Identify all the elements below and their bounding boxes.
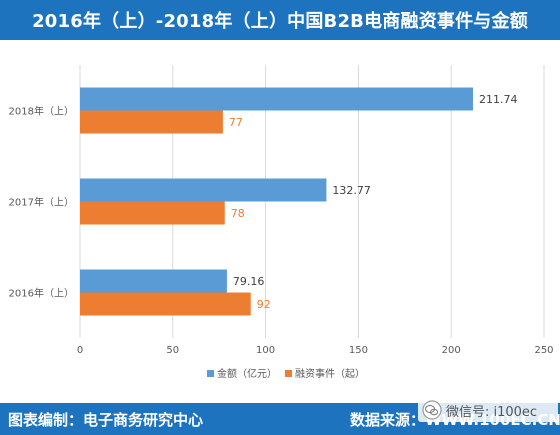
y-category-label: 2016年（上） — [9, 287, 74, 300]
bar-chart: 0 50 100 150 200 250 2018年（上） 211.74 77 2017年（上） 1… — [9, 65, 554, 380]
data-label: 132.77 — [332, 184, 371, 197]
data-label: 211.74 — [479, 93, 518, 106]
y-category-label: 2017年（上） — [9, 196, 74, 209]
legend-swatch — [207, 370, 214, 377]
bar — [80, 87, 473, 111]
bar — [80, 110, 223, 134]
title-banner: 2016年（上）-2018年（上）中国B2B电商融资事件与金额 — [0, 0, 560, 40]
x-tick-label: 200 — [442, 345, 461, 356]
bar — [80, 292, 251, 316]
legend-label: 融资事件（起） — [295, 367, 365, 380]
x-tick-label: 50 — [166, 345, 179, 356]
chart-title: 2016年（上）-2018年（上）中国B2B电商融资事件与金额 — [32, 11, 528, 32]
x-tick-label: 0 — [77, 345, 83, 356]
bar — [80, 269, 227, 293]
data-label: 78 — [231, 207, 245, 220]
wechat-icon — [422, 400, 442, 420]
data-label: 92 — [257, 298, 271, 311]
bar — [80, 178, 327, 202]
legend-label: 金额（亿元） — [217, 367, 277, 380]
y-category-label: 2018年（上） — [9, 105, 74, 118]
x-tick-label: 150 — [349, 345, 368, 356]
data-label: 77 — [229, 116, 243, 129]
x-tick-label: 100 — [256, 345, 275, 356]
watermark-text: 微信号: i100ec — [446, 404, 538, 420]
chart-credit: 图表编制：电子商务研究中心 — [8, 411, 204, 429]
bar — [80, 201, 225, 225]
x-tick-label: 250 — [534, 345, 553, 356]
wechat-watermark: 微信号: i100ec — [418, 398, 558, 422]
legend-swatch — [285, 370, 292, 377]
data-label: 79.16 — [233, 275, 265, 288]
